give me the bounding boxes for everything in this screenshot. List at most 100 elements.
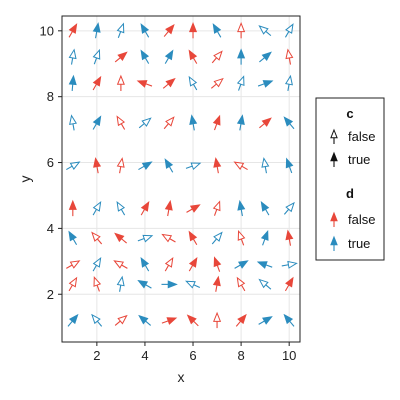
- x-tick-label: 2: [93, 348, 100, 363]
- arrow-5-3: [138, 161, 153, 171]
- arrow-1-5: [185, 280, 201, 289]
- arrow-0-3: [138, 314, 152, 326]
- arrow-7-4: [162, 77, 176, 89]
- arrow-9-2: [116, 22, 125, 39]
- arrow-0-2: [114, 314, 128, 326]
- arrow-5-5: [185, 162, 202, 171]
- arrow-6-7: [236, 114, 245, 131]
- arrow-7-8: [257, 80, 274, 88]
- arrow-4-5: [186, 204, 201, 213]
- x-axis-label: x: [178, 369, 185, 385]
- arrow-1-0: [68, 276, 78, 292]
- arrow-1-6: [212, 275, 221, 292]
- arrow-4-2: [116, 200, 126, 216]
- arrow-6-3: [138, 117, 152, 129]
- arrow-9-4: [163, 24, 175, 37]
- arrow-5-1: [93, 157, 102, 174]
- x-axis: 2 4 6 8 10: [93, 342, 296, 363]
- arrow-8-1: [92, 48, 101, 65]
- arrow-9-7: [237, 21, 246, 39]
- arrow-3-0: [68, 230, 78, 246]
- arrow-3-3: [137, 234, 154, 243]
- arrow-3-8: [260, 229, 269, 246]
- arrow-9-6: [212, 23, 222, 38]
- arrow-field: [66, 21, 298, 329]
- arrow-8-2: [114, 51, 128, 63]
- arrow-8-6: [211, 50, 223, 64]
- arrow-6-9: [283, 116, 295, 130]
- arrow-3-5: [188, 230, 198, 246]
- arrow-0-6: [213, 311, 222, 329]
- legend-box: [315, 97, 385, 261]
- arrow-0-4: [161, 317, 178, 325]
- arrow-8-5: [188, 49, 198, 64]
- arrow-2-9: [281, 260, 298, 269]
- arrow-7-5: [188, 75, 198, 91]
- arrow-4-1: [92, 200, 102, 216]
- arrow-6-8: [259, 117, 272, 129]
- y-tick-label: 8: [47, 89, 54, 104]
- legend-arrow-c-true: [330, 151, 338, 167]
- arrow-8-7: [237, 48, 246, 65]
- arrow-2-8: [256, 261, 273, 269]
- legend-arrow-d-true: [330, 235, 338, 251]
- arrow-3-2: [114, 232, 127, 244]
- arrow-5-6: [213, 157, 222, 174]
- legend-marker-d-true: [330, 235, 338, 251]
- arrow-2-1: [92, 256, 102, 272]
- arrow-0-0: [67, 313, 79, 327]
- legend-marker-d-false: [330, 211, 338, 227]
- arrow-6-4: [163, 116, 175, 130]
- arrow-2-5: [188, 256, 198, 272]
- arrow-5-9: [285, 157, 294, 174]
- arrow-1-1: [93, 276, 102, 292]
- arrow-0-9: [283, 313, 295, 327]
- arrow-4-6: [212, 200, 221, 216]
- arrow-5-2: [116, 157, 125, 174]
- arrow-8-9: [285, 48, 294, 65]
- arrow-2-4: [164, 256, 174, 272]
- arrow-3-6: [211, 231, 223, 245]
- x-tick-label: 6: [189, 348, 196, 363]
- arrow-8-8: [259, 51, 272, 63]
- arrow-9-8: [258, 25, 272, 37]
- plot-frame: [61, 15, 301, 343]
- arrow-9-5: [188, 21, 198, 39]
- arrow-4-7: [237, 199, 246, 217]
- legend-label-c-false: false: [348, 129, 375, 144]
- arrow-9-9: [284, 23, 294, 38]
- arrow-0-5: [186, 314, 199, 327]
- arrow-0-7: [235, 313, 247, 327]
- arrow-7-7: [236, 75, 245, 91]
- arrow-1-3: [137, 279, 152, 289]
- arrow-8-0: [68, 48, 77, 65]
- arrow-6-2: [116, 115, 126, 130]
- legend-title-c: c: [346, 106, 353, 121]
- arrow-5-7: [233, 161, 248, 171]
- y-tick-label: 6: [47, 155, 54, 170]
- arrow-1-4: [161, 280, 178, 289]
- arrow-7-3: [136, 80, 153, 88]
- arrow-7-1: [92, 75, 102, 91]
- legend-title-d: d: [346, 186, 354, 201]
- x-tick-label: 4: [141, 348, 148, 363]
- arrow-9-3: [140, 23, 150, 38]
- legend-arrow-c-false: [330, 128, 338, 144]
- arrow-7-0: [68, 74, 77, 92]
- legend-label-c-true: true: [348, 152, 370, 167]
- arrow-6-5: [189, 114, 198, 131]
- arrow-0-8: [258, 316, 273, 325]
- arrow-1-2: [116, 275, 125, 292]
- arrow-5-0: [66, 161, 81, 171]
- arrow-6-6: [212, 114, 221, 131]
- arrow-6-0: [69, 114, 78, 131]
- arrow-2-6: [213, 256, 222, 272]
- arrow-8-4: [164, 49, 174, 64]
- legend-marker-c-true: [330, 151, 338, 167]
- y-axis-label: y: [17, 176, 33, 183]
- arrow-0-1: [91, 313, 103, 327]
- y-tick-label: 10: [40, 23, 54, 38]
- x-tick-label: 8: [237, 348, 244, 363]
- legend-label-d-true: true: [348, 236, 370, 251]
